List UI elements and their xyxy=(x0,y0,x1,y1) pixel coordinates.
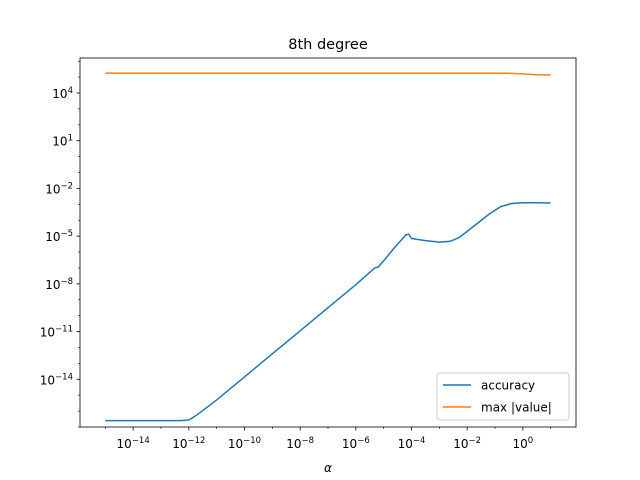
chart-title: 8th degree xyxy=(288,37,368,53)
legend: accuracy max |value| xyxy=(436,372,570,421)
y-tick-label: 104 xyxy=(52,86,73,101)
y-tick-label: 10−5 xyxy=(45,229,73,244)
y-tick-label: 10−11 xyxy=(40,325,73,340)
y-axis: 104 101 10−2 10−5 10−8 10−11 10−14 xyxy=(40,60,80,428)
x-tick-label: 10−2 xyxy=(453,436,481,451)
y-tick-label: 10−14 xyxy=(40,372,73,387)
x-tick-label: 10−6 xyxy=(342,436,370,451)
x-tick-label: 10−10 xyxy=(228,436,261,451)
x-tick-label: 100 xyxy=(512,436,533,451)
x-tick-label: 10−8 xyxy=(286,436,314,451)
series-line-accuracy xyxy=(105,201,551,422)
series-line-max-value xyxy=(105,72,551,76)
y-tick-label: 10−2 xyxy=(45,181,73,196)
x-tick-label: 10−4 xyxy=(398,436,426,451)
legend-label: accuracy xyxy=(481,379,535,393)
x-tick-label: 10−12 xyxy=(172,436,205,451)
legend-label: max |value| xyxy=(481,401,552,415)
x-axis: 10−14 10−12 10−10 10−8 10−6 10−4 10−2 100 xyxy=(105,427,551,451)
x-tick-label: 10−14 xyxy=(117,436,150,451)
series-layer xyxy=(105,72,551,422)
y-tick-label: 10−8 xyxy=(45,277,73,292)
x-axis-label: α xyxy=(324,461,332,475)
y-tick-label: 101 xyxy=(52,134,73,149)
